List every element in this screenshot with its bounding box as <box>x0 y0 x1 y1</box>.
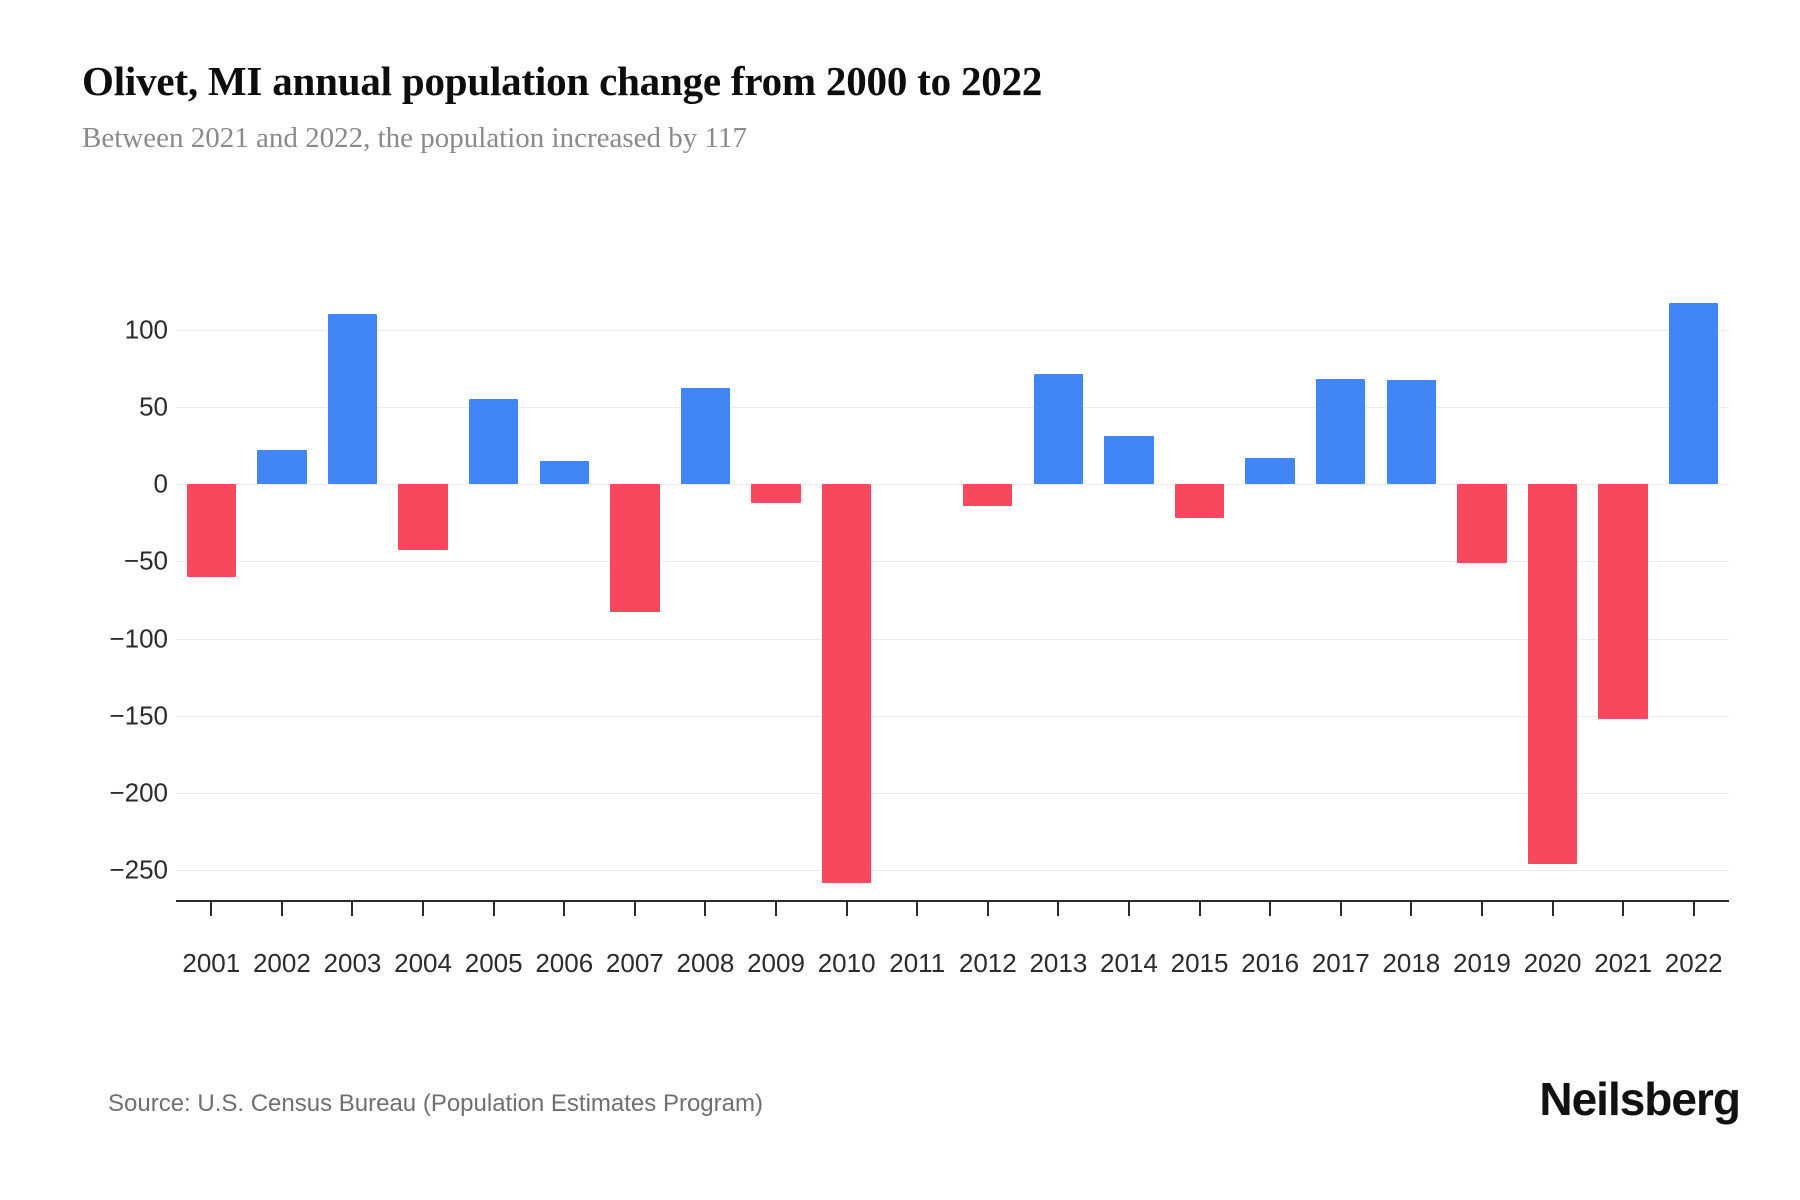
bar-2012[interactable] <box>963 484 1013 506</box>
x-axis-tick <box>1339 900 1342 916</box>
gridline <box>176 561 1729 563</box>
bar-2007[interactable] <box>610 484 660 613</box>
x-axis-tick <box>1480 900 1483 916</box>
gridline <box>176 638 1729 640</box>
x-axis-label-2014: 2014 <box>1100 948 1158 978</box>
bar-2022[interactable] <box>1668 303 1719 484</box>
x-axis-tick <box>916 900 919 916</box>
brand-logo: Neilsberg <box>1539 1073 1741 1125</box>
bar-2018[interactable] <box>1386 380 1437 484</box>
bar-2004[interactable] <box>398 484 448 551</box>
x-axis-label-2016: 2016 <box>1241 948 1300 978</box>
x-axis-label-2007: 2007 <box>605 948 664 978</box>
bar-2021[interactable] <box>1598 484 1648 719</box>
x-axis-tick <box>986 900 989 916</box>
x-axis-tick <box>1622 900 1625 916</box>
x-axis-tick <box>563 900 566 916</box>
bar-2003[interactable] <box>327 314 378 484</box>
bar-2001[interactable] <box>186 484 236 577</box>
x-axis-tick <box>1410 900 1413 916</box>
x-axis-label-2011: 2011 <box>889 948 946 978</box>
chart-subtitle: Between 2021 and 2022, the population in… <box>82 122 747 154</box>
x-axis-label-2012: 2012 <box>958 948 1017 978</box>
bar-2015[interactable] <box>1174 484 1225 518</box>
bar-2013[interactable] <box>1033 374 1084 484</box>
x-axis-label-2013: 2013 <box>1029 948 1088 978</box>
y-axis-tick-label: −100 <box>109 623 168 653</box>
x-axis-label-2018: 2018 <box>1382 948 1441 978</box>
y-axis-tick-label: −150 <box>109 700 168 731</box>
page-title: Olivet, MI annual population change from… <box>82 58 1043 104</box>
x-axis-label-2010: 2010 <box>817 948 876 978</box>
gridline <box>176 406 1729 408</box>
bar-2017[interactable] <box>1316 378 1366 484</box>
x-axis-tick <box>210 900 213 916</box>
gridline <box>176 329 1729 331</box>
x-axis-tick <box>1692 900 1695 916</box>
bar-2014[interactable] <box>1104 436 1154 484</box>
x-axis-tick <box>845 900 848 916</box>
x-axis-tick <box>1127 900 1130 916</box>
bar-2005[interactable] <box>468 399 519 484</box>
zero-line <box>176 484 1729 485</box>
y-axis-tick-label: 50 <box>139 391 168 422</box>
x-axis-tick <box>280 900 283 916</box>
x-axis-label-2020: 2020 <box>1523 948 1582 978</box>
x-axis-tick <box>492 900 495 916</box>
x-axis-tick <box>1198 900 1201 916</box>
x-axis-tick <box>633 900 636 916</box>
x-axis-tick <box>775 900 778 916</box>
bar-2006[interactable] <box>539 460 589 484</box>
x-axis-tick <box>1057 900 1060 916</box>
x-axis-label-2017: 2017 <box>1311 948 1370 978</box>
y-axis-tick-label: −200 <box>109 777 168 808</box>
x-axis-label-2003: 2003 <box>323 948 382 978</box>
x-axis-label-2021: 2021 <box>1594 948 1653 978</box>
x-axis-label-2006: 2006 <box>535 948 594 978</box>
bar-2008[interactable] <box>680 388 731 484</box>
y-axis-tick-label: 100 <box>124 314 168 344</box>
bar-2019[interactable] <box>1457 484 1507 563</box>
x-axis-label-2009: 2009 <box>747 948 805 978</box>
bar-2010[interactable] <box>821 484 872 883</box>
bar-2020[interactable] <box>1527 484 1578 865</box>
bar-2002[interactable] <box>257 450 307 484</box>
x-axis-line <box>176 900 1729 902</box>
x-axis-tick <box>422 900 425 916</box>
gridline <box>176 793 1729 794</box>
gridline <box>176 870 1729 872</box>
gridline <box>176 715 1729 717</box>
x-axis-tick <box>1551 900 1554 916</box>
x-axis-label-2022: 2022 <box>1664 948 1723 978</box>
x-axis-label-2019: 2019 <box>1453 948 1511 978</box>
x-axis-label-2001: 2001 <box>182 948 241 978</box>
x-axis-tick <box>351 900 354 916</box>
y-axis-tick-label: −250 <box>109 854 168 885</box>
x-axis-tick <box>1269 900 1272 916</box>
y-axis-tick-label: −50 <box>123 545 168 576</box>
x-axis-label-2002: 2002 <box>252 948 311 978</box>
y-axis-tick-label: 0 <box>153 468 168 499</box>
bar-2009[interactable] <box>751 484 801 503</box>
x-axis-label-2008: 2008 <box>676 948 735 978</box>
x-axis-label-2005: 2005 <box>464 948 523 978</box>
bar-2016[interactable] <box>1245 457 1295 484</box>
x-axis-label-2004: 2004 <box>394 948 452 978</box>
x-axis-tick <box>704 900 707 916</box>
x-axis-label-2015: 2015 <box>1170 948 1229 978</box>
source-note: Source: U.S. Census Bureau (Population E… <box>108 1090 763 1117</box>
